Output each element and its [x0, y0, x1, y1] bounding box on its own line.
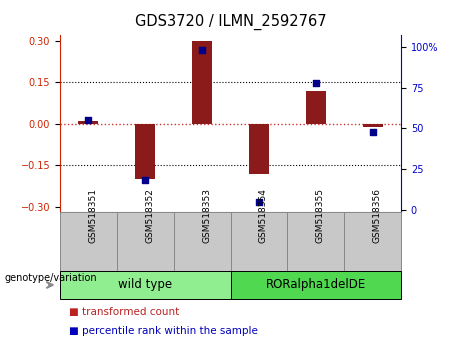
Text: ■ transformed count: ■ transformed count	[69, 307, 179, 316]
Text: genotype/variation: genotype/variation	[5, 273, 97, 283]
Text: GSM518352: GSM518352	[145, 188, 154, 243]
Bar	[230, 271, 401, 299]
Bar	[78, 121, 98, 124]
Bar	[135, 124, 155, 179]
Text: GSM518351: GSM518351	[89, 188, 97, 243]
Bar	[60, 271, 230, 299]
Bar	[249, 124, 269, 174]
Bar	[306, 91, 326, 124]
Point	[255, 199, 263, 205]
Text: GSM518356: GSM518356	[372, 188, 382, 243]
Text: GSM518354: GSM518354	[259, 188, 268, 243]
Point	[369, 129, 376, 135]
Bar	[192, 41, 212, 124]
Point	[198, 47, 206, 53]
Text: GSM518355: GSM518355	[316, 188, 325, 243]
Point	[85, 117, 92, 123]
Bar	[363, 124, 383, 127]
Point	[142, 178, 149, 183]
Text: wild type: wild type	[118, 279, 172, 291]
Point	[312, 80, 319, 86]
Text: RORalpha1delDE: RORalpha1delDE	[266, 279, 366, 291]
Text: GSM518353: GSM518353	[202, 188, 211, 243]
Text: GDS3720 / ILMN_2592767: GDS3720 / ILMN_2592767	[135, 14, 326, 30]
Text: ■ percentile rank within the sample: ■ percentile rank within the sample	[69, 326, 258, 336]
